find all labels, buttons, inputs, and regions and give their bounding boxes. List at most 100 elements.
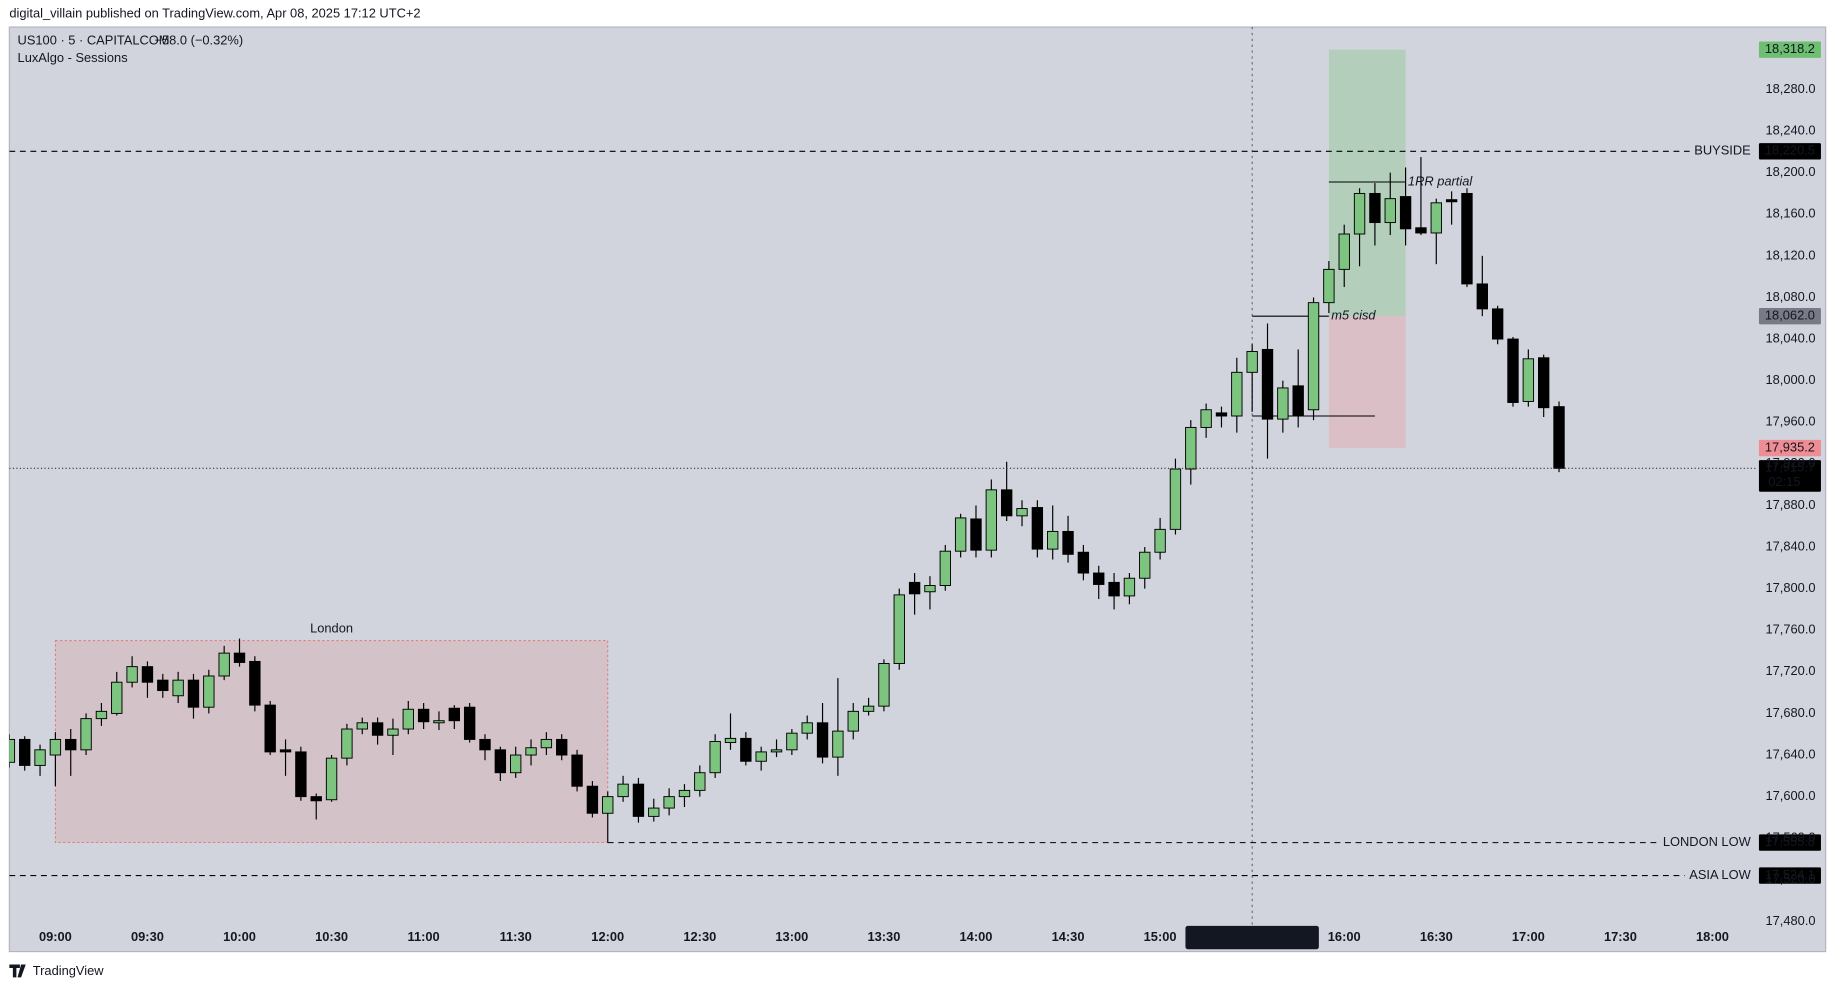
y-tick-label: 17,800.0	[1765, 580, 1815, 595]
entry-price-label-bg	[1758, 307, 1821, 325]
y-tick-label: 17,680.0	[1765, 705, 1815, 720]
candle-body	[832, 730, 844, 758]
candle-body	[1430, 202, 1442, 234]
symbol: US100 · 5 · CAPITALCOM	[18, 33, 170, 48]
candle-body	[1507, 338, 1519, 403]
candle-body	[556, 738, 568, 756]
x-tick-label: 15:00	[1144, 929, 1177, 944]
candle-body	[801, 722, 813, 734]
y-tick-label: 17,880.0	[1765, 497, 1815, 512]
y-tick-label: 17,840.0	[1765, 538, 1815, 553]
candle-body	[694, 772, 706, 791]
x-tick-label: 10:30	[315, 929, 348, 944]
stop-zone	[1328, 316, 1406, 449]
candle-body	[1261, 348, 1274, 420]
candle-body	[34, 749, 46, 766]
candle-body	[510, 754, 522, 774]
level-price-label-bg	[1758, 834, 1821, 851]
candle-body	[494, 749, 507, 774]
level-price-label-bg	[1758, 143, 1821, 160]
level-label-bg	[1658, 834, 1754, 850]
level-price-label: 17,555.8	[1765, 834, 1815, 849]
candle-body	[264, 704, 276, 753]
level-price-label-bg	[1758, 867, 1821, 884]
x-tick-label: 17:30	[1604, 929, 1637, 944]
target-zone	[1328, 49, 1406, 317]
target-price-label-bg	[1758, 41, 1821, 58]
candle-body	[1384, 198, 1396, 224]
candle-body	[709, 741, 721, 774]
candle-body	[1491, 308, 1504, 340]
y-tick-label: 18,000.0	[1765, 372, 1815, 387]
candle-body	[571, 754, 583, 787]
candle-body	[862, 705, 875, 712]
x-tick-label: 09:00	[39, 929, 72, 944]
candle-body	[49, 738, 62, 756]
candle-body	[816, 722, 829, 758]
candle-body	[1047, 530, 1059, 550]
candle-body	[279, 749, 292, 753]
candle-body	[295, 751, 307, 798]
candle-body	[1000, 489, 1013, 517]
header: digital_villain published on TradingView…	[9, 6, 420, 21]
candle-body	[586, 785, 599, 814]
candle-body	[1215, 412, 1228, 417]
y-tick-label: 17,760.0	[1765, 622, 1815, 637]
level-label-bg	[1684, 867, 1754, 883]
candle-body	[1537, 357, 1550, 409]
candle-body	[310, 796, 322, 802]
x-tick-label: 11:30	[500, 929, 532, 944]
current-price-bg	[1758, 460, 1821, 492]
crosshair-time: 15:30	[1278, 929, 1310, 944]
level-label: LONDON LOW	[1663, 834, 1752, 849]
logo-mark	[9, 964, 26, 978]
y-tick-label: 18,160.0	[1765, 206, 1815, 221]
candle-body	[617, 783, 629, 798]
candle-body	[1522, 358, 1535, 402]
candle-body	[740, 737, 752, 762]
x-tick-label: 14:00	[960, 929, 993, 944]
target-price-label: 18,318.2	[1765, 41, 1815, 56]
crosshair-date: Tue 08 Apr '25	[1194, 929, 1277, 944]
candle-body	[187, 679, 200, 708]
x-tick-label: 12:00	[591, 929, 624, 944]
candle-body	[1353, 192, 1366, 235]
y-tick-label: 18,120.0	[1765, 247, 1815, 262]
y-tick-label: 18,080.0	[1765, 289, 1815, 304]
candle-body	[95, 710, 108, 720]
candle-body	[325, 757, 338, 801]
plot-area: London BUYSIDE LONDON LOW ASIA LOW m5 cisd 1R…	[9, 27, 1756, 952]
candle-body	[1338, 233, 1350, 270]
candle-body	[648, 807, 660, 817]
candle-body	[172, 679, 184, 697]
candle-body	[233, 652, 246, 663]
x-tick-label: 18:00	[1696, 929, 1729, 944]
y-tick-label: 18,240.0	[1765, 122, 1815, 137]
candle-body	[924, 585, 936, 593]
candle-body	[479, 738, 491, 751]
y-tick-label: 17,520.0	[1765, 871, 1815, 886]
candle-body	[632, 783, 645, 817]
y-tick-label: 18,280.0	[1765, 81, 1815, 96]
x-tick-label: 13:30	[867, 929, 900, 944]
candle-body	[1139, 551, 1151, 579]
candle-body	[1123, 577, 1136, 597]
overlay: 18,318.2 18,062.0 17,935.2 18,220.5 17,555.8…	[1185, 41, 1821, 950]
candle-body	[1445, 199, 1458, 203]
annotation-text: 1RR partial	[1408, 173, 1473, 188]
session-box	[54, 640, 609, 844]
x-tick-label: 09:30	[131, 929, 164, 944]
candle-body	[402, 708, 414, 730]
candle-body	[65, 738, 77, 751]
candle-body	[663, 796, 675, 809]
y-tick-label: 17,920.0	[1765, 455, 1815, 470]
candle-body	[1169, 468, 1182, 530]
y-tick-label: 17,600.0	[1765, 788, 1815, 803]
candle-body	[1185, 426, 1197, 470]
footer-logo[interactable]: TradingView	[33, 963, 104, 978]
candle-body	[1093, 572, 1105, 585]
change: −58.0 (−0.32%)	[154, 33, 243, 48]
x-tick-label: 11:00	[408, 929, 440, 944]
candle-body	[1399, 196, 1412, 230]
